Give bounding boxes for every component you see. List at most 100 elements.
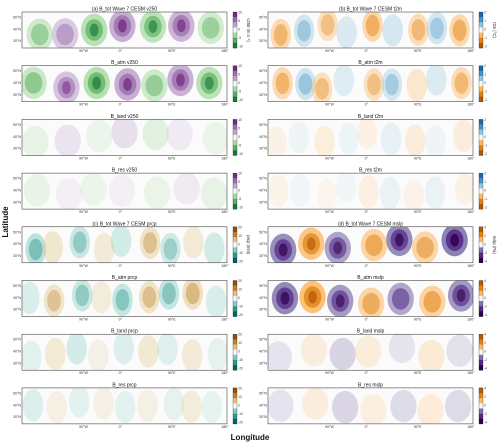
lon-tick-label: 180° [467,156,475,160]
anomaly-mid [201,17,220,39]
colorbar-segment [233,301,237,307]
anomaly-light [42,231,63,263]
colorbar-segment [479,86,483,92]
anomaly-mid [56,23,74,46]
colorbar-segment [479,398,483,404]
colorbar-tick-label: 0 [238,81,240,85]
colorbar-frame [478,334,484,371]
colorbar-tick-label: 20 [238,386,242,390]
lat-tick-label: 40°N [259,188,267,192]
map-frame [267,226,474,264]
lat-tick-label: 50°N [13,338,21,342]
anomaly-light [355,335,382,368]
colorbar-segment [479,22,483,28]
map-frame [267,65,474,102]
colorbar-tick-label: 0 [238,403,240,407]
map-frame [21,119,228,156]
lat-tick-label: 30°N [259,93,267,97]
anomaly-field [22,387,223,424]
lat-tick-label: 50°N [259,15,267,19]
colorbar-tick-label: -2 [484,206,487,210]
colorbar-tick-label: -2 [484,412,487,416]
colorbar-frame [232,11,238,49]
anomaly-strong [117,19,127,33]
colorbar-segment [233,81,237,87]
map-frame [267,172,474,210]
panel-title: (d) B_tot Wave 7 CESM mslp [338,221,403,227]
lon-tick-label: 0° [365,371,369,375]
colorbar-tick-label: 0 [484,296,486,300]
anomaly-light [45,337,66,371]
colorbar-tick-label: -2 [484,98,487,102]
map-frame [21,172,228,210]
colorbar-tick-label: 2 [484,395,486,399]
colorbar-segment [479,70,483,77]
map-panel-mslp-5: B_atm mslp 50°N 40°N 30°N 90°W 0° 90°E 180° 4 2 0 -… [259,275,487,322]
anomaly-light [333,65,355,97]
panel-title: (a) B_tot Wave 7 CESM v250 [92,7,158,13]
colorbar-tick-label: 2 [484,341,486,345]
colorbar-segment [233,91,237,97]
anomaly-light [357,119,378,149]
lon-tick-label: 90°W [325,425,334,429]
anomaly-light [380,122,402,156]
anomaly-light [426,12,448,45]
map-frame [21,333,228,371]
colorbar-label: t2m (°C) [492,22,497,38]
lon-tick-label: 90°E [168,318,176,322]
lat-tick-label: 30°N [13,254,21,258]
colorbar-tick-label: 1 [484,73,486,77]
anomaly-mid [362,292,380,315]
colorbar-tick-label: -4 [484,367,487,371]
anomaly-light [22,125,49,156]
lon-tick-label: 90°E [414,425,422,429]
colorbar-tick-label: 10 [238,395,242,399]
anomaly-light [25,233,46,263]
lon-tick-label: 90°E [414,210,422,214]
colorbar-tick-label: 1 [484,180,486,184]
colorbar-frame [478,65,484,102]
lat-tick-label: 50°N [13,69,21,73]
colorbar-segment [479,231,483,238]
anomaly-strong [280,291,290,305]
lon-tick-label: 90°W [325,156,334,160]
map-background [268,173,473,210]
panel-title: B_res t2m [359,168,382,174]
lon-tick-label: 0° [119,425,123,429]
colorbar-segment [233,17,237,23]
colorbar-tick-label: -5 [238,90,241,94]
colorbar-segment [233,145,237,151]
panel-title: B_atm mslp [357,275,384,281]
map-frame [21,280,228,317]
colorbar-tick-label: 0 [484,350,486,354]
lon-tick-label: 180° [221,49,229,53]
lon-tick-label: 90°E [414,156,422,160]
lon-tick-label: 90°E [168,103,176,107]
colorbar-frame [232,226,238,263]
anomaly-strong [306,237,316,251]
anomaly-mid [30,23,49,46]
anomaly-light [197,12,224,45]
colorbar-tick-label: -2 [484,251,487,255]
colorbar-segment [233,32,237,38]
anomaly-field [23,173,227,210]
anomaly-light [22,389,44,422]
colorbar-segment [479,27,483,33]
anomaly-light [68,387,90,418]
colorbar-segment [479,285,483,291]
colorbar-segment [233,311,237,317]
map-panel-v250-2: B_land v250 50°N 40°N 30°N 90°W 0° 90°E 180° 10 5… [13,114,243,160]
anomaly-field [22,280,227,317]
lat-tick-label: 50°N [259,230,267,234]
anomaly-light [88,339,109,371]
map-panel-prcp-5: B_atm prcp 50°N 40°N 30°N 90°W 0° 90°E 180° 20 10… [13,275,243,322]
lon-tick-label: 90°W [325,103,334,107]
colorbar-segment [233,408,237,414]
colorbar-segment [479,37,483,44]
map-background [22,226,227,263]
colorbar-segment [479,306,483,312]
panel-title: B_land prcp [111,329,138,335]
map-panel-t2m-1: B_atm t2m 50°N 40°N 30°N 90°W 0° 90°E 180° 2 1 0 -1… [259,60,487,107]
anomaly-light [108,174,135,208]
colorbar-segment [479,413,483,419]
